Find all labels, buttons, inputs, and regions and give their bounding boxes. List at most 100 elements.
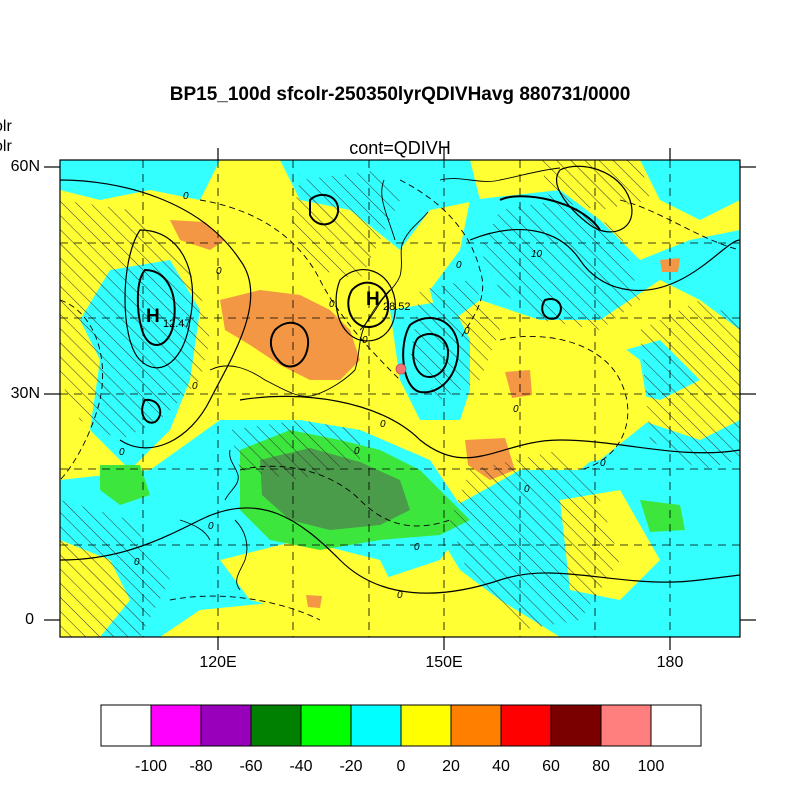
- colorbar-swatch: [650, 704, 702, 747]
- map-fields: [60, 160, 740, 637]
- contour-west-high-inner: [136, 268, 176, 346]
- hatch-se: [450, 450, 620, 630]
- contour-arc-mid: [239, 395, 740, 459]
- colorbar-tick-label: 20: [442, 758, 460, 775]
- contour-label-1: 0: [183, 191, 189, 202]
- solid-contours: [60, 165, 740, 594]
- contour-label-7: 0: [354, 446, 360, 457]
- coast-sakhalin: [381, 179, 396, 241]
- colorbar-swatch: [300, 704, 352, 747]
- colorbar-tick-label: 80: [592, 758, 610, 775]
- contour-label-6: 0: [380, 419, 386, 430]
- field-yellow-east: [470, 320, 650, 470]
- colorbar-swatch: [550, 704, 602, 747]
- hatch-west: [60, 200, 210, 440]
- field-green-west: [100, 465, 150, 505]
- field-yellow-s-patch: [220, 540, 400, 620]
- colorbar-swatch: [150, 704, 202, 747]
- contour-label-5: 0: [192, 381, 198, 392]
- contour-label-2: 0: [216, 266, 222, 277]
- colorbar-swatch: [500, 704, 552, 747]
- hatch-n-east: [540, 160, 650, 210]
- colorbar-swatch: [250, 704, 302, 747]
- colorbar: [100, 704, 702, 747]
- contour-ne-arc: [499, 195, 601, 231]
- dashed-contour-3: [399, 179, 484, 341]
- colorbar-swatch: [600, 704, 652, 747]
- colorbar-tick-label: -60: [239, 758, 263, 775]
- lon-label-120e: 120E: [199, 654, 237, 671]
- contour-label-3: 0: [329, 299, 335, 310]
- colorbar-tick-label: -40: [289, 758, 313, 775]
- hatch-sw: [60, 500, 170, 637]
- contour-china-ring: [269, 321, 310, 368]
- field-orange-china: [220, 290, 360, 380]
- field-cyan-ne-corner: [640, 160, 740, 220]
- field-cyan-nw: [60, 160, 220, 200]
- contour-pacific-ring: [402, 316, 460, 394]
- colorbar-tick-label: 100: [637, 758, 665, 775]
- hatch-japan-east: [410, 280, 500, 400]
- location-marker: [395, 363, 407, 375]
- coastlines: [179, 167, 561, 591]
- colorbar-swatch: [450, 704, 502, 747]
- contour-label-8: 0: [119, 447, 125, 458]
- contour-label-18: 0: [600, 458, 606, 469]
- plot-title: BP15_100d sfcolr-250350lyrQDIVHavg 88073…: [169, 84, 631, 105]
- colorbar-tick-label: -100: [134, 758, 168, 775]
- contour-label-15: 10: [531, 249, 543, 260]
- contour-japan-high-inner: [347, 281, 390, 328]
- hatch-east: [640, 300, 740, 470]
- contour-label-11: 0: [414, 542, 420, 553]
- contour-arc-south: [60, 507, 740, 594]
- contour-label-13: 0: [456, 260, 462, 271]
- colorbar-tick-label: -80: [189, 758, 213, 775]
- colorbar-tick-label: -20: [339, 758, 363, 775]
- contour-label-12: 0: [397, 590, 403, 601]
- colorbar-tick-label: 60: [542, 758, 560, 775]
- contour-label-10: 0: [134, 557, 140, 568]
- lat-label-30n: 30N: [10, 385, 40, 402]
- contour-west-small: [141, 398, 162, 424]
- field-green-east: [640, 500, 685, 532]
- hatch-north: [290, 170, 400, 280]
- colorbar-swatch: [200, 704, 252, 747]
- lon-label-180: 180: [656, 654, 684, 671]
- contour-label-16: 0: [513, 404, 519, 415]
- colorbar-tick-label: 40: [492, 758, 510, 775]
- left-label-1: olr: [0, 118, 12, 135]
- axis-ticks: [44, 148, 756, 650]
- colorbar-swatch: [400, 704, 452, 747]
- lon-label-150e: 150E: [425, 654, 463, 671]
- high-west-letter: H: [146, 306, 160, 327]
- contour-arc-ne: [469, 229, 740, 291]
- field-orange-south: [306, 595, 322, 608]
- contour-japan-high: [335, 269, 396, 342]
- field-orange-pacific-1: [505, 370, 532, 398]
- dashed-contours: [60, 179, 740, 621]
- contour-arc-west: [60, 179, 252, 449]
- lat-label-0: 0: [25, 611, 34, 628]
- hatch-scs-north: [230, 420, 360, 480]
- colorbar-swatch: [100, 704, 152, 747]
- lat-label-60n: 60N: [10, 158, 40, 175]
- coast-philippines: [234, 519, 248, 591]
- colorbar-swatch: [350, 704, 402, 747]
- contour-label-4: 0: [362, 335, 368, 346]
- map-grid: [60, 160, 740, 637]
- contour-west-high: [124, 229, 194, 369]
- contour-label-14: 0: [464, 326, 470, 337]
- dashed-contour-4: [499, 335, 629, 471]
- colorbar-tick-label: 0: [396, 758, 406, 775]
- high-japan-value: 28.52: [383, 301, 411, 313]
- high-west-value: 12.47: [163, 318, 191, 330]
- high-labels: H 12.47 H 28.52: [146, 289, 411, 330]
- coast-indochina: [224, 449, 239, 501]
- coast-kamchatka: [439, 167, 561, 182]
- contour-pacific-ring-inner: [412, 333, 450, 378]
- contour-label-9: 0: [208, 521, 214, 532]
- contour-value-labels: 0 0 0 0 0 0 0 0 0 0 0 0 0 0 10 0 0 0: [119, 191, 606, 601]
- map-frame: [59, 159, 741, 638]
- dashed-contour-1: [199, 199, 401, 381]
